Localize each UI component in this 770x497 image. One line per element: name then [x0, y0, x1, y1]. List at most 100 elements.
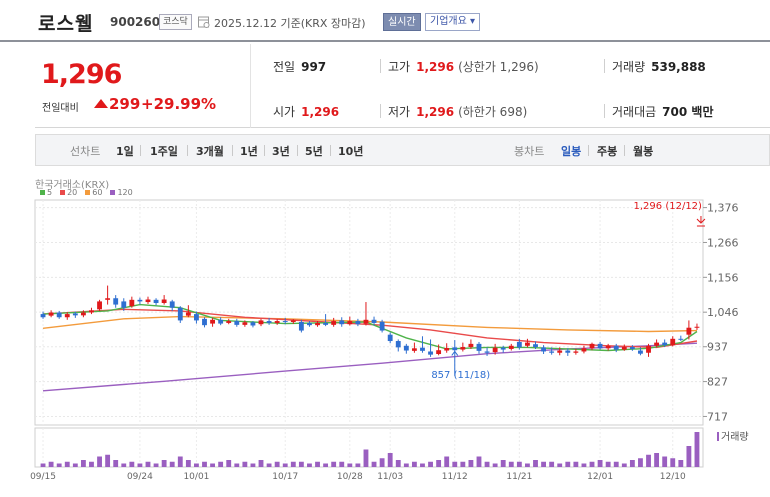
candle-body — [105, 298, 111, 300]
low-label: 저가 — [388, 105, 411, 119]
volume-bar — [452, 461, 458, 467]
volume-bar — [185, 460, 191, 467]
candle-body — [323, 322, 329, 325]
candle-body — [315, 322, 320, 326]
volume-bar — [161, 460, 167, 467]
realtime-button[interactable]: 실시간 — [383, 13, 421, 31]
candle-body — [113, 298, 119, 305]
stock-chart[interactable]: 1,376 1,266 1,156 1,046 937 827 717 09/15 09/24 1… — [0, 170, 770, 497]
candle-body — [428, 351, 433, 355]
corp-info-dropdown[interactable]: 기업개요 ▾ — [425, 13, 480, 31]
period-1d[interactable]: 1일 — [116, 145, 134, 158]
candle-body — [80, 312, 86, 316]
candle-body — [210, 319, 215, 324]
divider — [140, 145, 141, 156]
volume-bar — [678, 460, 684, 467]
candle-monthly[interactable]: 월봉 — [633, 145, 654, 158]
candle-body — [89, 310, 94, 313]
calendar-icon — [198, 16, 210, 28]
candle-body — [258, 320, 264, 325]
volume-bar — [549, 461, 555, 467]
volume-bar — [202, 461, 207, 467]
candle-body — [541, 347, 546, 352]
volume-bar — [565, 461, 571, 467]
candle-body — [516, 341, 522, 348]
y-tick-label: 1,156 — [707, 271, 739, 284]
candle-body — [589, 343, 595, 349]
volume-bar — [307, 463, 312, 467]
volume-bar — [113, 460, 119, 467]
volume-bar — [331, 461, 337, 467]
candle-body — [549, 351, 555, 353]
divider — [588, 145, 589, 156]
volume-bar — [339, 461, 345, 467]
high-value: 1,296 — [416, 60, 455, 74]
volume-bar — [662, 456, 668, 467]
candle-weekly[interactable]: 주봉 — [597, 145, 618, 158]
period-10y[interactable]: 10년 — [338, 145, 364, 158]
prev-close-value: 997 — [301, 60, 327, 74]
volume-bar — [363, 449, 369, 467]
x-tick-label: 10/17 — [272, 472, 298, 482]
candle-body — [298, 322, 304, 331]
divider — [380, 59, 381, 73]
x-tick-label: 12/01 — [587, 472, 613, 482]
x-tick-label: 11/12 — [442, 472, 468, 482]
candle-body — [662, 342, 668, 346]
open-value: 1,296 — [301, 105, 340, 119]
candle-body — [581, 348, 587, 352]
candle-body — [355, 321, 361, 325]
candle-body — [290, 320, 296, 323]
candle-body — [605, 345, 611, 349]
candle-body — [169, 301, 175, 308]
candle-body — [379, 321, 385, 331]
base-date: 2025.12.12 기준(KRX 장마감) — [214, 17, 366, 30]
period-5y[interactable]: 5년 — [305, 145, 323, 158]
volume-bar — [436, 460, 442, 467]
amount-value: 700 백만 — [662, 105, 714, 119]
divider — [232, 145, 233, 156]
legend-ma5: 5 — [40, 188, 52, 197]
divider — [330, 145, 331, 156]
volume-bar — [403, 463, 409, 467]
volume-bar — [654, 453, 660, 467]
market-badge: 코스닥 — [159, 14, 192, 30]
volume-bar — [420, 463, 425, 467]
candle-body — [129, 299, 135, 307]
period-1y[interactable]: 1년 — [240, 145, 258, 158]
candle-body — [500, 347, 506, 350]
candle-body — [686, 327, 692, 335]
volume-bar — [290, 461, 296, 467]
min-price-annotation: 857 (11/18) — [431, 370, 490, 381]
volume-bar — [48, 461, 54, 467]
candle-body — [597, 343, 603, 349]
candle-daily[interactable]: 일봉 — [561, 145, 582, 158]
volume-bar — [533, 460, 538, 467]
volume-bar — [694, 432, 700, 467]
volume-bar — [573, 461, 579, 467]
candle-body — [307, 322, 312, 326]
volume-bar — [169, 461, 175, 467]
volume-bar — [258, 460, 264, 467]
volume-bar — [508, 461, 514, 467]
volume-bar — [395, 460, 401, 467]
period-3m[interactable]: 3개월 — [196, 145, 224, 158]
candle-body — [476, 343, 482, 351]
candle-body — [48, 312, 54, 316]
volume-bar — [56, 463, 62, 467]
volume-bar — [629, 460, 635, 467]
volume-bar — [64, 461, 70, 467]
volume-bar — [89, 461, 94, 467]
volume-bar — [145, 461, 151, 467]
candle-body — [678, 338, 684, 340]
stock-name: 로스웰 — [38, 13, 94, 35]
price-change: 299 — [109, 95, 141, 113]
candle-body — [274, 321, 280, 323]
candle-body — [331, 321, 337, 325]
volume-bar — [525, 463, 530, 467]
volume-legend-swatch — [717, 432, 719, 441]
candle-body — [525, 342, 530, 346]
period-1w[interactable]: 1주일 — [150, 145, 178, 158]
candle-body — [646, 345, 651, 353]
period-3y[interactable]: 3년 — [272, 145, 290, 158]
